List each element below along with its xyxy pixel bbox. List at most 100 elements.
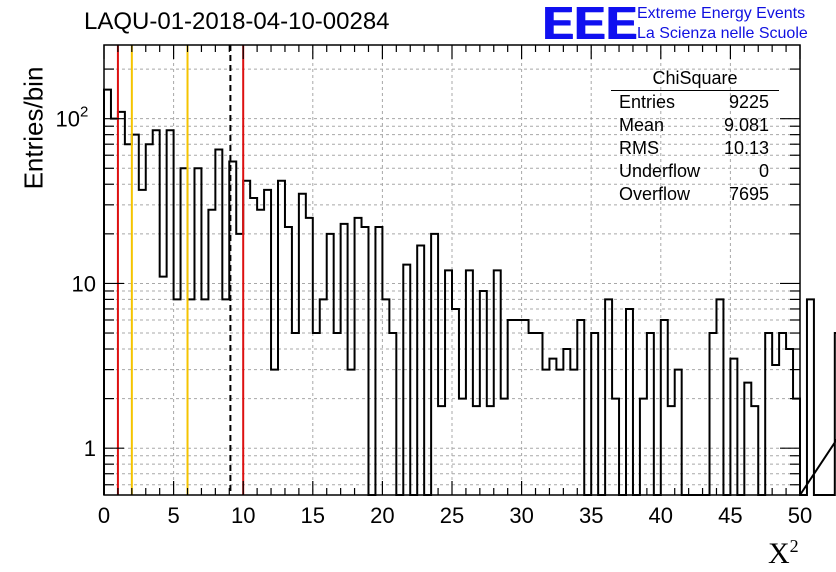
stats-label: Underflow <box>619 161 701 181</box>
x-tick-label: 30 <box>509 503 533 528</box>
logo-mark: EEE <box>543 0 639 49</box>
histogram-bin <box>278 181 285 495</box>
histogram-bin <box>146 144 153 495</box>
histogram-bin <box>118 112 125 495</box>
y-tick-label-superscript: 2 <box>80 104 88 121</box>
histogram-bin <box>793 399 800 495</box>
x-axis-label-text: X <box>768 537 790 570</box>
histogram-bin <box>167 130 174 495</box>
histogram-bin <box>563 349 570 495</box>
histogram-bin <box>382 299 389 495</box>
stats-label: Overflow <box>619 184 691 204</box>
x-tick-label: 50 <box>788 503 812 528</box>
x-tick-label: 25 <box>440 503 464 528</box>
histogram-bin <box>549 359 556 495</box>
histogram-bin <box>529 333 536 495</box>
x-axis-label-superscript: 2 <box>789 536 799 556</box>
histogram-bin <box>132 135 139 495</box>
histogram-bin <box>403 265 410 495</box>
histogram-bin <box>104 90 111 495</box>
histogram-bin <box>389 333 396 495</box>
histogram-bin <box>508 320 515 495</box>
y-tick-label: 10 <box>56 107 80 132</box>
x-axis-label: X2 <box>768 536 799 571</box>
histogram-bin <box>188 299 195 495</box>
stats-label: RMS <box>619 138 659 158</box>
histogram-bin <box>716 299 723 495</box>
stats-label: Entries <box>619 92 676 112</box>
histogram-bin <box>786 349 793 495</box>
histogram-bin <box>174 299 181 495</box>
histogram-bin <box>640 399 647 495</box>
histogram-bin <box>139 190 146 495</box>
histogram-bin <box>536 333 543 495</box>
y-tick-label: 10 <box>72 271 96 296</box>
stats-box: ChiSquare Entries 9225 Mean 9.081 RMS 10… <box>611 66 779 206</box>
histogram-bin <box>355 218 362 495</box>
histogram-bin <box>779 333 786 495</box>
histogram-bin <box>522 320 529 495</box>
x-tick-label: 45 <box>718 503 742 528</box>
histogram-bin <box>236 234 243 495</box>
stats-value: 9.081 <box>723 115 769 135</box>
vertical-lines-layer <box>116 45 245 495</box>
histogram-bin <box>675 370 682 495</box>
histogram-bin <box>334 333 341 495</box>
histogram-bin <box>153 130 160 495</box>
histogram-bin <box>807 299 814 495</box>
histogram-bin <box>292 333 299 495</box>
histogram-bin <box>125 144 132 495</box>
x-tick-label: 15 <box>301 503 325 528</box>
histogram-bin <box>271 370 278 495</box>
histogram-bin <box>201 299 208 495</box>
histogram-bin <box>577 320 584 495</box>
histogram-bin <box>542 370 549 495</box>
histogram-bin <box>591 333 598 495</box>
histogram-bin <box>194 168 201 495</box>
histogram-bin <box>285 227 292 495</box>
histogram-bin <box>710 333 717 495</box>
histogram-bin <box>661 320 668 495</box>
histogram-bin <box>160 277 167 495</box>
histogram-bin <box>515 320 522 495</box>
histogram-bin <box>250 198 257 495</box>
logo-line-1: Extreme Energy Events <box>637 5 806 22</box>
x-tick-label: 5 <box>167 503 179 528</box>
histogram-bin <box>612 399 619 495</box>
histogram-bin <box>299 194 306 495</box>
eee-logo: EEE Extreme Energy Events La Scienza nel… <box>543 0 833 49</box>
histogram-bin <box>208 210 215 495</box>
histogram-bin <box>341 224 348 495</box>
histogram-bin <box>445 270 452 495</box>
histogram-bin <box>480 291 487 495</box>
histogram-bin <box>772 365 779 495</box>
histogram-outline <box>103 88 836 496</box>
histogram-bin <box>473 406 480 495</box>
plot-title: LAQU-01-2018-04-10-00284 <box>84 8 390 35</box>
histogram-bin <box>327 234 334 495</box>
x-tick-label: 35 <box>579 503 603 528</box>
histogram-bin <box>243 181 250 495</box>
histogram-bin <box>264 190 271 495</box>
histogram-bin <box>647 333 654 495</box>
histogram-bin <box>215 150 222 495</box>
histogram-bin <box>487 406 494 495</box>
histogram-bin <box>494 270 501 495</box>
stats-value: 0 <box>758 161 769 181</box>
histogram-bin <box>459 399 466 495</box>
histogram-bin <box>668 406 675 495</box>
histogram-bin <box>730 359 737 495</box>
stats-row-underflow: Underflow 0 <box>611 160 779 183</box>
stats-title: ChiSquare <box>611 66 779 91</box>
histogram-bin <box>257 210 264 495</box>
histogram-bin <box>348 370 355 495</box>
stats-label: Mean <box>619 115 665 135</box>
stats-row-overflow: Overflow 7695 <box>611 183 779 206</box>
logo-line-2: La Scienza nelle Scuole <box>637 25 808 42</box>
histogram-bin <box>466 270 473 495</box>
axes-layer <box>103 44 801 496</box>
histogram-bin <box>501 399 508 495</box>
x-tick-label: 40 <box>649 503 673 528</box>
